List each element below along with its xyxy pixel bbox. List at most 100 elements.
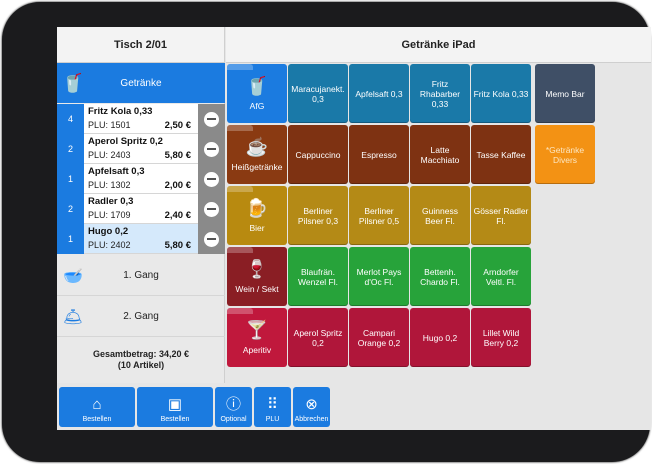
order-price: 2,40 € <box>164 210 191 221</box>
beer-icon: 🍺 <box>245 198 269 218</box>
order-qty[interactable]: 2 <box>57 194 84 224</box>
order-name: Fritz Kola 0,33 <box>88 106 153 117</box>
order-price: 2,00 € <box>164 180 191 191</box>
order-plu: PLU: 1501 <box>88 120 131 130</box>
category-tile-aperitiv[interactable]: 🍸 Aperitiv <box>227 308 287 367</box>
minus-icon <box>204 171 219 187</box>
minus-icon <box>204 111 219 127</box>
plu-button[interactable]: ⠿ PLU <box>254 387 291 427</box>
cancel-icon: ⊗ <box>305 396 318 413</box>
order-qty[interactable]: 1 <box>57 224 84 254</box>
glass-icon: 🥤 <box>245 76 269 96</box>
optional-label: Optional <box>220 416 247 423</box>
home-icon: ⌂ <box>92 396 102 413</box>
category-label: Getränke <box>120 77 162 89</box>
keypad-icon: ⠿ <box>267 396 278 413</box>
order-row-selected[interactable]: 1 Hugo 0,2 PLU: 2402 5,80 € <box>57 224 225 254</box>
product-tile[interactable]: Maracujanekt. 0,3 <box>288 64 348 123</box>
category-tile-label: Aperitiv <box>242 345 272 355</box>
product-tile[interactable]: Arndorfer Veltl. Fl. <box>471 247 531 306</box>
order-row[interactable]: 2 Aperol Spritz 0,2 PLU: 2403 5,80 € <box>57 134 225 164</box>
category-header[interactable]: 🥤 Getränke <box>57 63 225 103</box>
category-tile-label: Wein / Sekt <box>235 284 279 294</box>
order-print-button[interactable]: ▣ Bestellen <box>137 387 213 427</box>
order-name: Radler 0,3 <box>88 196 134 207</box>
optional-button[interactable]: ⓘ Optional <box>215 387 252 427</box>
category-tile-label: Bier <box>249 223 265 233</box>
memo-bar-tile[interactable]: Memo Bar <box>535 64 595 123</box>
product-tile[interactable]: Espresso <box>349 125 409 184</box>
minus-icon <box>204 201 219 217</box>
product-tile[interactable]: Apfelsaft 0,3 <box>349 64 409 123</box>
product-tile[interactable]: Hugo 0,2 <box>410 308 470 367</box>
product-tile[interactable]: Berliner Pilsner 0,5 <box>349 186 409 245</box>
drink-glass-icon: 🥤 <box>61 72 85 93</box>
printer-icon: ▣ <box>167 396 183 413</box>
product-tile[interactable]: Fritz Kola 0,33 <box>471 64 531 123</box>
order-row[interactable]: 1 Apfelsaft 0,3 PLU: 1302 2,00 € <box>57 164 225 194</box>
product-tile[interactable]: Cappuccino <box>288 125 348 184</box>
order-qty[interactable]: 2 <box>57 134 84 164</box>
delete-button[interactable] <box>198 224 225 254</box>
order-price: 5,80 € <box>164 240 191 251</box>
product-tile[interactable]: Merlot Pays d'Oc Fl. <box>349 247 409 306</box>
bowl-icon: 🥣 <box>63 267 83 285</box>
course-2[interactable]: 🛎 2. Gang <box>57 297 225 337</box>
product-tile[interactable]: Latte Macchiato <box>410 125 470 184</box>
order-price: 2,50 € <box>164 120 191 131</box>
minus-icon <box>204 141 219 157</box>
order-plu: PLU: 1302 <box>88 180 131 190</box>
category-tile-label: AfG <box>249 101 265 111</box>
order-total: Gesamtbetrag: 34,20 € (10 Artikel) <box>57 349 225 371</box>
product-tile[interactable]: Tasse Kaffee <box>471 125 531 184</box>
order-qty[interactable]: 1 <box>57 164 84 194</box>
plu-label: PLU <box>265 416 280 423</box>
course-1[interactable]: 🥣 1. Gang <box>57 256 225 296</box>
app-screen: Tisch 2/01 Getränke iPad 🥤 Getränke 4 Fr… <box>57 27 651 430</box>
category-tile-afg[interactable]: 🥤 AfG <box>227 64 287 123</box>
product-tile[interactable]: Lillet Wild Berry 0,2 <box>471 308 531 367</box>
product-tile[interactable]: Aperol Spritz 0,2 <box>288 308 348 367</box>
product-grid: 🥤 AfG ☕ Heißgetränke 🍺 Bier 🍷 Wein / Sekt 🍸 Aperi… <box>226 63 651 369</box>
course-label: 1. Gang <box>123 270 159 281</box>
category-tile-label: Heißgetränke <box>231 162 283 172</box>
delete-button[interactable] <box>198 194 225 224</box>
order-qty[interactable]: 4 <box>57 104 84 134</box>
order-row[interactable]: 4 Fritz Kola 0,33 PLU: 1501 2,50 € <box>57 104 225 134</box>
order-panel: 🥤 Getränke 4 Fritz Kola 0,33 PLU: 1501 2… <box>57 63 225 392</box>
category-tile-bier[interactable]: 🍺 Bier <box>227 186 287 245</box>
delete-button[interactable] <box>198 164 225 194</box>
bottom-toolbar: ⌂ Bestellen ▣ Bestellen ⓘ Optional ⠿ PLU… <box>57 383 651 430</box>
product-tile[interactable]: Blaufrän. Wenzel Fl. <box>288 247 348 306</box>
category-tile-hei-getr-nke[interactable]: ☕ Heißgetränke <box>227 125 287 184</box>
order-button[interactable]: ⌂ Bestellen <box>59 387 135 427</box>
product-tile[interactable]: Fritz Rhabarber 0,33 <box>410 64 470 123</box>
order-name: Apfelsaft 0,3 <box>88 166 145 177</box>
category-tile-wein-sekt[interactable]: 🍷 Wein / Sekt <box>227 247 287 306</box>
order-list: 4 Fritz Kola 0,33 PLU: 1501 2,50 € 2 Ape… <box>57 104 225 254</box>
info-icon: ⓘ <box>225 396 241 413</box>
product-tile[interactable]: Bettenh. Chardo Fl. <box>410 247 470 306</box>
product-tile[interactable]: Berliner Pilsner 0,3 <box>288 186 348 245</box>
product-tile[interactable]: Campari Orange 0,2 <box>349 308 409 367</box>
order-price: 5,80 € <box>164 150 191 161</box>
cloche-icon: 🛎 <box>62 308 84 326</box>
order-plu: PLU: 1709 <box>88 210 131 220</box>
order-label: Bestellen <box>82 416 112 423</box>
misc-drinks-tile[interactable]: *Getränke Divers <box>535 125 595 184</box>
order-name: Hugo 0,2 <box>88 226 129 237</box>
order-row[interactable]: 2 Radler 0,3 PLU: 1709 2,40 € <box>57 194 225 224</box>
minus-icon <box>204 231 219 247</box>
order-print-label: Bestellen <box>160 416 190 423</box>
product-tile[interactable]: Gösser Radler Fl. <box>471 186 531 245</box>
product-tile[interactable]: Guinness Beer Fl. <box>410 186 470 245</box>
order-plu: PLU: 2402 <box>88 240 131 250</box>
cancel-label: Abbrechen <box>294 416 329 423</box>
wine-glass-icon: 🍷 <box>245 259 269 279</box>
cancel-button[interactable]: ⊗ Abbrechen <box>293 387 330 427</box>
cocktail-icon: 🍸 <box>245 320 269 340</box>
cup-icon: ☕ <box>245 137 269 157</box>
delete-button[interactable] <box>198 134 225 164</box>
delete-button[interactable] <box>198 104 225 134</box>
total-count: (10 Artikel) <box>117 360 165 370</box>
